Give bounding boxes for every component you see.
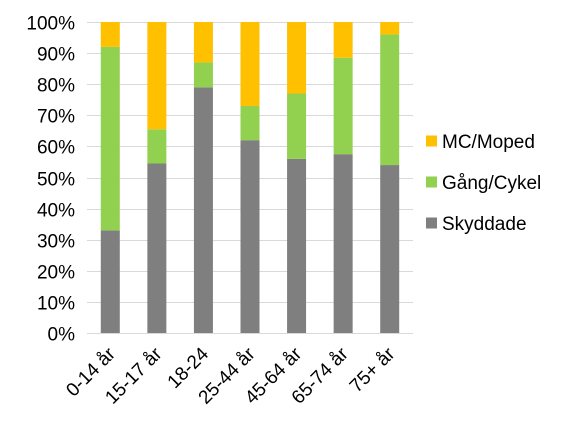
bar-segment <box>380 22 400 35</box>
y-tick-label: 0% <box>48 325 76 346</box>
bar-segment <box>193 62 213 88</box>
y-tick-label: 30% <box>37 232 75 253</box>
bar-segment <box>240 140 260 333</box>
bar-segment <box>380 34 400 166</box>
bar-segment <box>333 22 353 58</box>
bars <box>100 22 400 333</box>
legend-label: Gång/Cykel <box>442 173 541 194</box>
y-tick-label: 60% <box>37 138 75 159</box>
bar-segment <box>333 57 353 155</box>
bar-segment <box>287 22 307 94</box>
x-tick-label: 75+ år <box>346 343 400 397</box>
legend-swatch <box>426 135 437 147</box>
y-tick-label: 10% <box>37 294 75 315</box>
y-tick-label: 80% <box>37 76 75 97</box>
bar-segment <box>193 22 213 63</box>
legend-swatch <box>426 176 437 188</box>
bar-segment <box>240 105 260 141</box>
bar-segment <box>100 22 120 47</box>
bar-segment <box>100 230 120 333</box>
legend-label: MC/Moped <box>442 132 535 153</box>
y-tick-label: 100% <box>26 14 75 35</box>
bar-segment <box>100 46 120 231</box>
y-tick-label: 20% <box>37 263 75 284</box>
bar-segment <box>240 22 260 106</box>
bar-segment <box>287 158 307 333</box>
bar-segment <box>147 129 167 164</box>
bar-segment <box>333 154 353 333</box>
bar-segment <box>287 93 307 159</box>
y-tick-label: 90% <box>37 45 75 66</box>
legend-swatch <box>426 217 437 229</box>
legend-label: Skyddade <box>442 214 527 235</box>
bar-segment <box>380 165 400 333</box>
legend: MC/Moped Gång/Cykel Skyddade <box>426 132 541 235</box>
y-tick-label: 70% <box>37 107 75 128</box>
bar-segment <box>147 22 167 130</box>
y-tick-label: 50% <box>37 170 75 191</box>
y-tick-label: 40% <box>37 201 75 222</box>
y-axis-tick-labels: 0% 10% 20% 30% 40% 50% 60% 70% 80% 90% 100% <box>26 14 75 346</box>
bar-segment <box>147 163 167 333</box>
bar-segment <box>193 87 213 333</box>
